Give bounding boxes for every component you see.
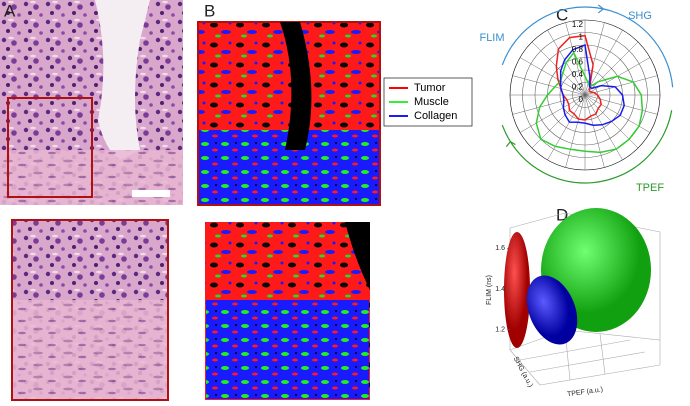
- legend-label: Collagen: [414, 110, 457, 122]
- z-tick-label: 1.4: [495, 286, 505, 293]
- z-tick-label: 1.6: [495, 245, 505, 252]
- r-tick-label: 0.4: [572, 70, 584, 79]
- spoke: [512, 75, 586, 96]
- arrowhead: [597, 4, 605, 14]
- panel-label: A: [4, 1, 16, 20]
- spoke: [584, 94, 658, 115]
- spoke: [584, 41, 639, 96]
- z-tick-label: 1.2: [495, 327, 505, 334]
- arc: [501, 6, 674, 88]
- arc-label: FLIM: [479, 32, 504, 44]
- arc-label: SHG: [628, 10, 652, 22]
- spoke: [531, 41, 586, 96]
- stroma: [13, 300, 167, 399]
- tumor-ellipsoid: [504, 232, 530, 348]
- spoke: [512, 94, 586, 115]
- arc-label: TPEF: [636, 182, 664, 194]
- arrowhead: [505, 140, 516, 148]
- polar-chart: 0 0.2 0.4 0.6 0.8 1 1.2 SHG FLIM TPEF: [479, 4, 674, 194]
- z-axis-label: FLIM (ns): [486, 275, 493, 305]
- spoke: [547, 94, 586, 161]
- x-axis-label: TPEF (a.u.): [567, 386, 604, 398]
- spoke: [584, 75, 658, 96]
- spoke: [519, 57, 586, 96]
- r-tick-label: 0.2: [572, 83, 584, 92]
- r-tick-label: 0: [579, 95, 584, 104]
- collagen-ellipsoid: [526, 275, 578, 345]
- spoke: [584, 29, 623, 96]
- lumen: [280, 22, 312, 150]
- arc: [501, 110, 673, 184]
- scale-bar: [132, 190, 170, 197]
- segmentation-region: [206, 300, 369, 399]
- spoke: [519, 94, 586, 133]
- legend-label: Tumor: [414, 82, 446, 94]
- r-tick-label: 1.2: [572, 20, 584, 29]
- zoom-box: [7, 97, 93, 198]
- lumen: [95, 0, 150, 160]
- series-curve: [559, 43, 625, 126]
- spoke: [584, 94, 623, 161]
- spoke: [584, 94, 605, 168]
- spoke: [565, 22, 586, 96]
- series-curve: [555, 34, 603, 121]
- r-tick-label: 0.6: [572, 58, 584, 67]
- legend: Tumor Muscle Collagen: [389, 82, 457, 122]
- panel-label: B: [204, 1, 215, 20]
- spoke: [565, 94, 586, 168]
- r-tick-label: 0.8: [572, 45, 584, 54]
- legend-label: Muscle: [414, 96, 449, 108]
- r-tick-label: 1: [579, 33, 584, 42]
- lumen: [345, 222, 370, 290]
